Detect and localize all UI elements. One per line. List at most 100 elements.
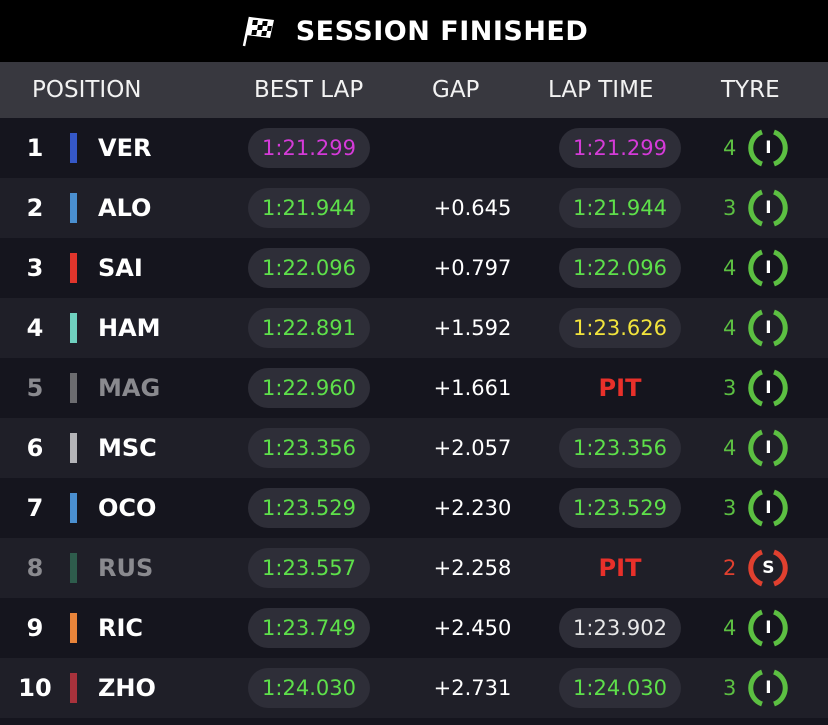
gap-value: +2.450	[433, 616, 512, 640]
standings-row[interactable]: 4 HAM 1:22.891 +1.592 1:23.626 4 I	[0, 298, 828, 358]
best-lap-pill: 1:22.891	[248, 308, 370, 348]
session-header: SESSION FINISHED	[0, 0, 828, 62]
position-number: 3	[26, 254, 44, 282]
position-number: 1	[26, 134, 44, 162]
lap-time-pill: 1:22.096	[559, 248, 681, 288]
best-lap-pill: 1:23.749	[248, 608, 370, 648]
best-lap-value: 1:23.356	[262, 436, 356, 460]
best-lap-pill: 1:22.096	[248, 248, 370, 288]
team-color-bar	[70, 553, 77, 583]
position-number: 6	[26, 434, 44, 462]
best-lap-value: 1:21.299	[262, 136, 356, 160]
tyre-laps: 3	[723, 376, 737, 400]
gap-value: +2.230	[433, 496, 512, 520]
tyre-compound-icon: I	[748, 488, 789, 528]
tyre-laps: 3	[723, 196, 737, 220]
lap-time-value: 1:22.096	[573, 256, 667, 280]
column-gap: GAP	[432, 77, 480, 103]
team-color-bar	[70, 433, 77, 463]
best-lap-pill: 1:23.529	[248, 488, 370, 528]
tyre-compound-letter: I	[765, 198, 772, 218]
gap-value: +0.797	[433, 256, 512, 280]
best-lap-pill: 1:23.557	[248, 548, 370, 588]
best-lap-value: 1:23.749	[262, 616, 356, 640]
standings-row[interactable]: 3 SAI 1:22.096 +0.797 1:22.096 4 I	[0, 238, 828, 298]
tyre-compound-icon: S	[748, 548, 789, 588]
tyre-compound-letter: I	[765, 138, 772, 158]
gap-value: +0.645	[433, 196, 512, 220]
standings-row[interactable]: 10 ZHO 1:24.030 +2.731 1:24.030 3 I	[0, 658, 828, 718]
driver-code: VER	[98, 134, 152, 162]
tyre-laps: 4	[723, 316, 737, 340]
standings-row[interactable]: 7 OCO 1:23.529 +2.230 1:23.529 3 I	[0, 478, 828, 538]
best-lap-pill: 1:24.030	[248, 668, 370, 708]
lap-time-value: 1:23.529	[573, 496, 667, 520]
lap-time-value: 1:23.626	[573, 316, 667, 340]
team-color-bar	[70, 313, 77, 343]
standings-row[interactable]: 5 MAG 1:22.960 +1.661 PIT 3 I	[0, 358, 828, 418]
best-lap-value: 1:23.557	[262, 556, 356, 580]
standings-row[interactable]: 9 RIC 1:23.749 +2.450 1:23.902 4 I	[0, 598, 828, 658]
lap-time-value: 1:21.944	[573, 196, 667, 220]
best-lap-pill: 1:21.944	[248, 188, 370, 228]
column-tyre: TYRE	[721, 77, 780, 103]
session-title: SESSION FINISHED	[295, 15, 589, 47]
tyre-laps: 3	[723, 676, 737, 700]
team-color-bar	[70, 133, 77, 163]
lap-time-pill: 1:23.356	[559, 428, 681, 468]
position-number: 10	[18, 674, 52, 702]
tyre-laps: 4	[723, 616, 737, 640]
gap-value: +1.592	[433, 316, 512, 340]
team-color-bar	[70, 493, 77, 523]
tyre-laps: 2	[723, 556, 737, 580]
position-number: 8	[26, 554, 44, 582]
lap-time-value: 1:23.356	[573, 436, 667, 460]
lap-time-value: 1:23.902	[573, 616, 667, 640]
driver-code: MAG	[98, 374, 161, 402]
standings-row[interactable]: 8 RUS 1:23.557 +2.258 PIT 2 S	[0, 538, 828, 598]
best-lap-pill: 1:23.356	[248, 428, 370, 468]
best-lap-value: 1:22.096	[262, 256, 356, 280]
tyre-compound-icon: I	[748, 308, 789, 348]
pit-status: PIT	[598, 554, 642, 582]
lap-time-pill: 1:23.626	[559, 308, 681, 348]
lap-time-pill: 1:21.299	[559, 128, 681, 168]
driver-code: MSC	[98, 434, 157, 462]
gap-value: +2.057	[433, 436, 512, 460]
tyre-laps: 4	[723, 136, 737, 160]
standings-row[interactable]: 1 VER 1:21.299 1:21.299 4 I	[0, 118, 828, 178]
lap-time-value: 1:24.030	[573, 676, 667, 700]
position-number: 5	[26, 374, 44, 402]
best-lap-value: 1:21.944	[262, 196, 356, 220]
team-color-bar	[70, 673, 77, 703]
tyre-laps: 3	[723, 496, 737, 520]
standings-row[interactable]: 2 ALO 1:21.944 +0.645 1:21.944 3 I	[0, 178, 828, 238]
team-color-bar	[70, 373, 77, 403]
tyre-compound-icon: I	[748, 428, 789, 468]
tyre-compound-icon: I	[748, 128, 789, 168]
position-number: 9	[26, 614, 44, 642]
tyre-compound-icon: I	[748, 248, 789, 288]
position-number: 7	[26, 494, 44, 522]
team-color-bar	[70, 193, 77, 223]
standings-list: 1 VER 1:21.299 1:21.299 4 I 2 ALO 1:21.9…	[0, 118, 828, 718]
standings-row[interactable]: 6 MSC 1:23.356 +2.057 1:23.356 4 I	[0, 418, 828, 478]
best-lap-value: 1:24.030	[262, 676, 356, 700]
best-lap-value: 1:22.891	[262, 316, 356, 340]
driver-code: SAI	[98, 254, 143, 282]
tyre-compound-icon: I	[748, 668, 789, 708]
lap-time-pill: 1:21.944	[559, 188, 681, 228]
tyre-compound-icon: I	[748, 188, 789, 228]
driver-code: OCO	[98, 494, 157, 522]
tyre-laps: 4	[723, 256, 737, 280]
tyre-compound-letter: S	[762, 558, 775, 578]
tyre-compound-letter: I	[765, 678, 772, 698]
position-number: 4	[26, 314, 44, 342]
team-color-bar	[70, 613, 77, 643]
column-position: POSITION	[32, 77, 142, 103]
gap-value: +2.258	[433, 556, 512, 580]
pit-status: PIT	[598, 374, 642, 402]
tyre-compound-icon: I	[748, 608, 789, 648]
best-lap-pill: 1:22.960	[248, 368, 370, 408]
driver-code: ZHO	[98, 674, 156, 702]
